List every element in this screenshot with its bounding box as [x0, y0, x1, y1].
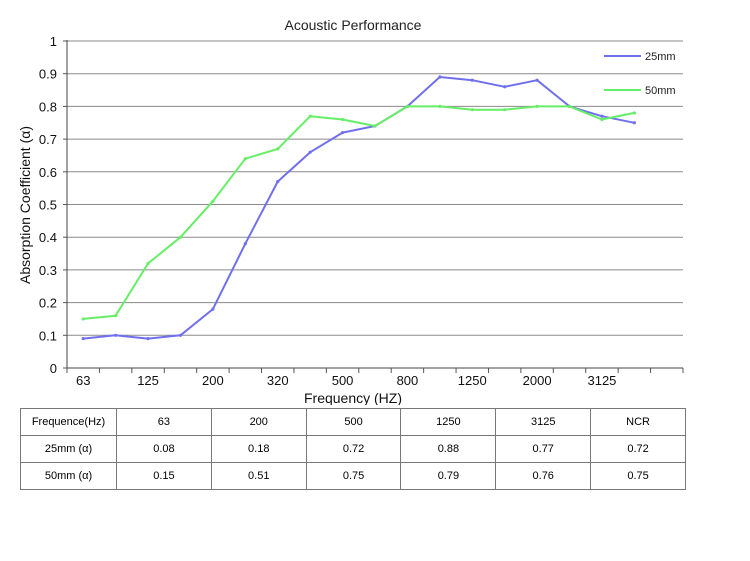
x-tick-label: 200 [202, 373, 224, 388]
series-lines [81, 75, 636, 341]
data-point-25mm [81, 336, 85, 341]
absorption-data-table: Frequence(Hz) 63 200 500 1250 3125 NCR 2… [20, 408, 686, 490]
x-tick-label: 320 [267, 373, 289, 388]
data-point-50mm [146, 261, 150, 265]
x-tick-label: 3125 [587, 373, 616, 388]
table-cell: 0.79 [400, 462, 497, 490]
y-axis-ticks: 0 0.1 0.2 0.3 0.4 0.5 0.6 0.7 0.8 0.9 1 [39, 34, 67, 376]
table-row: 50mm (α) 0.15 0.51 0.75 0.79 0.76 0.75 [20, 462, 686, 490]
table-cell: 500 [305, 408, 402, 436]
x-tick-label: 63 [76, 373, 90, 388]
gridlines [67, 40, 683, 336]
table-cell: Frequence(Hz) [20, 408, 117, 436]
x-tick-label: 125 [137, 373, 159, 388]
legend-label-25mm: 25mm [645, 51, 676, 63]
y-tick-label: 0.3 [39, 263, 57, 278]
data-point-25mm [211, 307, 215, 311]
table-cell: NCR [590, 408, 686, 436]
legend-label-50mm: 50mm [645, 85, 676, 97]
data-point-25mm [470, 78, 474, 82]
x-tick-label: 800 [397, 373, 419, 388]
y-tick-label: 0.2 [39, 296, 57, 311]
data-point-50mm [178, 235, 183, 239]
data-point-50mm [438, 104, 442, 108]
data-point-50mm [211, 199, 215, 203]
table-cell: 50mm (α) [20, 462, 117, 490]
data-point-25mm [600, 114, 604, 118]
table-cell: 63 [116, 408, 212, 436]
data-point-25mm [178, 333, 183, 337]
data-point-50mm [535, 104, 539, 108]
data-point-50mm [114, 314, 118, 318]
data-point-50mm [632, 111, 636, 115]
y-axis-label: Absorption Coefficient (α) [17, 126, 33, 284]
data-point-50mm [276, 147, 280, 151]
table-cell: 200 [210, 408, 307, 436]
data-point-50mm [308, 114, 312, 118]
table-cell: 0.15 [116, 462, 212, 490]
data-point-25mm [438, 75, 442, 79]
table-cell: 0.75 [590, 462, 686, 490]
data-point-50mm [503, 108, 507, 112]
data-point-50mm [600, 117, 604, 122]
legend: 25mm 50mm [604, 51, 676, 97]
table-cell: 0.75 [305, 462, 402, 490]
table-cell: 1250 [400, 408, 497, 436]
table-cell: 0.18 [210, 435, 307, 463]
y-tick-label: 1 [50, 34, 57, 49]
y-tick-label: 0.4 [39, 230, 57, 245]
data-point-50mm [373, 124, 377, 128]
series-line-50mm [83, 105, 635, 320]
data-point-25mm [308, 150, 312, 154]
chart-title: Acoustic Performance [285, 17, 422, 33]
data-point-25mm [276, 180, 280, 184]
x-axis-ticks: 63 125 200 320 500 800 1250 2000 3125 [66, 368, 684, 388]
series-line-25mm [83, 76, 635, 340]
y-tick-label: 0.1 [39, 328, 57, 343]
table-cell: 0.72 [305, 435, 402, 463]
data-point-50mm [243, 157, 247, 161]
y-tick-label: 0.5 [39, 198, 57, 213]
acoustic-performance-chart: Acoustic Performance 0 0.1 0.2 0.3 0.4 0.5 0.6… [17, 17, 684, 405]
data-point-25mm [114, 333, 118, 337]
table-cell: 0.88 [400, 435, 497, 463]
data-point-50mm [340, 117, 345, 122]
table-cell: 0.76 [495, 462, 592, 490]
x-tick-label: 500 [332, 373, 354, 388]
y-tick-label: 0.7 [39, 132, 57, 147]
data-point-25mm [535, 78, 539, 82]
x-tick-label: 2000 [523, 373, 552, 388]
table-cell: 25mm (α) [20, 435, 117, 463]
x-tick-label: 1250 [458, 373, 487, 388]
table-cell: 0.51 [210, 462, 307, 490]
data-point-50mm [81, 317, 85, 321]
y-tick-label: 0.9 [39, 67, 57, 82]
data-point-50mm [405, 104, 410, 108]
data-point-25mm [632, 121, 636, 125]
y-tick-label: 0.6 [39, 165, 57, 180]
table-cell: 0.77 [495, 435, 592, 463]
table-cell: 0.08 [116, 435, 212, 463]
x-axis-label: Frequency (HZ) [304, 390, 402, 405]
data-point-25mm [503, 85, 507, 89]
table-cell: 0.72 [590, 435, 686, 463]
y-tick-label: 0.8 [39, 99, 57, 114]
data-point-25mm [146, 336, 150, 341]
data-point-50mm [567, 104, 572, 108]
table-header-row: Frequence(Hz) 63 200 500 1250 3125 NCR [20, 408, 686, 436]
data-point-25mm [243, 242, 247, 246]
table-row: 25mm (α) 0.08 0.18 0.72 0.88 0.77 0.72 [20, 435, 686, 463]
y-tick-label: 0 [50, 361, 57, 376]
data-point-25mm [340, 130, 345, 135]
data-point-50mm [470, 108, 474, 112]
table-cell: 3125 [495, 408, 592, 436]
